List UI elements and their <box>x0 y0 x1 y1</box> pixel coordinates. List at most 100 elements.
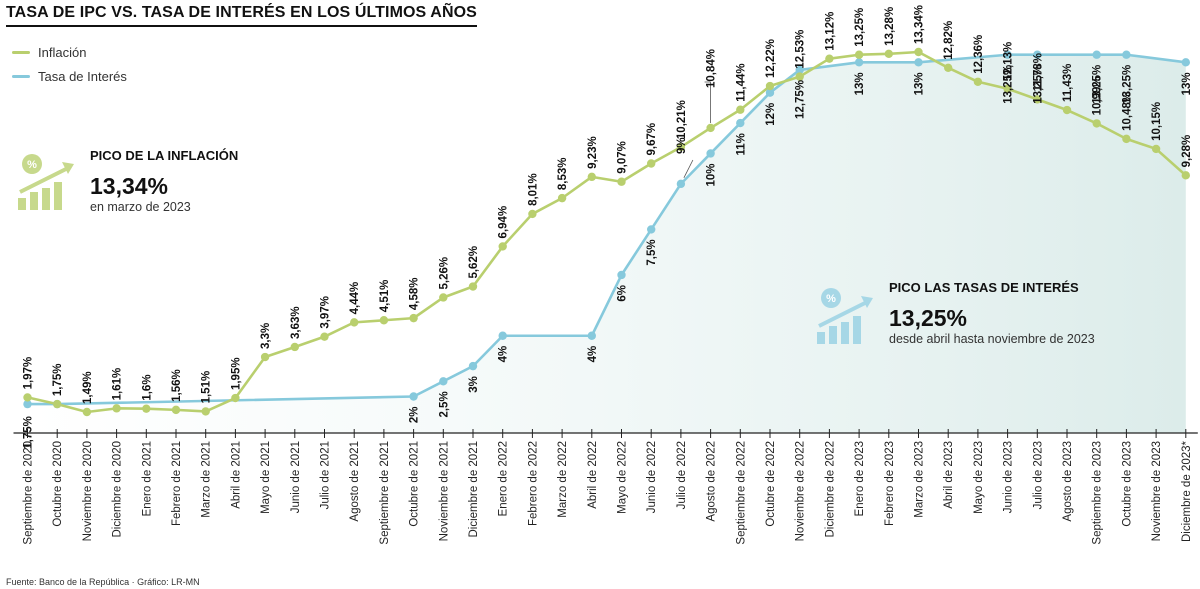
x-tick-label: Noviembre de 2022 <box>795 441 807 541</box>
inflation-data-label: 1,97% <box>23 357 35 390</box>
inflation-point <box>498 242 507 251</box>
legend-label-rate: Tasa de Interés <box>38 68 127 84</box>
inflation-point <box>23 393 32 402</box>
inflation-data-label: 13,12% <box>824 12 836 51</box>
x-tick-label: Junio de 2023 <box>1003 441 1015 513</box>
rate-data-label: 9% <box>676 137 688 154</box>
x-tick-label: Octubre de 2023 <box>1121 441 1133 527</box>
x-tick-label: Octubre de 2020 <box>52 441 64 527</box>
x-tick-label: Enero de 2023 <box>854 441 866 516</box>
inflation-point <box>1151 144 1161 154</box>
rate-data-label: 4% <box>498 346 510 363</box>
rate-point <box>706 149 715 158</box>
x-tick-label: Diciembre de 2021 <box>468 441 480 538</box>
inflation-point <box>1181 171 1191 180</box>
x-tick-label: Febrero de 2023 <box>884 441 896 526</box>
inflation-point <box>587 172 596 182</box>
inflation-data-label: 10,21% <box>676 100 688 139</box>
inflation-data-label: 6,94% <box>498 206 510 239</box>
inflation-data-label: 8,01% <box>527 173 539 206</box>
x-tick-label: Marzo de 2022 <box>557 441 569 518</box>
rate-data-label: 13,25% <box>1121 65 1133 104</box>
x-tick-label: Septiembre de 2023 <box>1092 441 1104 545</box>
x-tick-label: Octubre de 2021 <box>409 441 421 527</box>
rate-data-label: 13% <box>854 72 866 95</box>
x-tick-label: Noviembre de 2020 <box>82 441 94 541</box>
series-points <box>23 47 1191 417</box>
x-tick-label: Mayo de 2023 <box>973 441 985 514</box>
rate-data-label: 2% <box>409 407 421 424</box>
inflation-point <box>1003 84 1012 93</box>
rate-point <box>1122 50 1131 59</box>
x-tick-label: Junio de 2021 <box>290 441 302 513</box>
x-tick-label: Marzo de 2021 <box>201 441 213 518</box>
source-note: Fuente: Banco de la República · Gráfico:… <box>6 577 200 587</box>
inflation-data-label: 1,95% <box>230 357 242 390</box>
x-tick-label: Febrero de 2022 <box>527 441 539 526</box>
rate-data-label: 12% <box>765 103 777 126</box>
inflation-point <box>1062 105 1072 115</box>
rate-point <box>23 399 32 409</box>
rate-point <box>498 331 507 340</box>
x-tick-label: Febrero de 2021 <box>171 441 183 526</box>
x-tick-label: Abril de 2023 <box>943 441 955 509</box>
x-tick-label: Enero de 2022 <box>498 441 510 516</box>
rate-data-label: 6% <box>617 285 629 302</box>
svg-text:%: % <box>826 293 836 305</box>
inflation-data-label: 5,26% <box>438 257 450 290</box>
inflation-point <box>914 47 923 57</box>
legend: Inflación Tasa de Interés <box>12 40 127 88</box>
legend-item-inflation: Inflación <box>12 40 127 64</box>
inflation-data-label: 10,15% <box>1151 102 1163 141</box>
rate-point <box>587 331 596 340</box>
inflation-data-label: 13,28% <box>884 7 896 46</box>
x-tick-label: Septiembre de 2021 <box>379 441 391 545</box>
inflation-data-label: 3,3% <box>260 323 272 349</box>
rate-point <box>914 58 923 67</box>
inflation-data-label: 3,97% <box>320 296 332 329</box>
inflation-point <box>973 77 983 86</box>
inflation-data-label: 9,23% <box>587 136 599 169</box>
inflation-data-label: 1,75% <box>52 363 64 396</box>
x-tick-label: Agosto de 2021 <box>349 441 361 522</box>
rate-point <box>1181 58 1191 67</box>
x-tick-label: Octubre de 2022 <box>765 441 777 527</box>
inflation-point <box>53 399 62 409</box>
legend-swatch-inflation <box>12 50 30 54</box>
rate-point <box>1092 50 1101 59</box>
inflation-point <box>142 404 151 413</box>
rate-data-label: 13,25% <box>1032 65 1044 104</box>
inflation-peak-title: PICO DE LA INFLACIÓN <box>90 148 239 163</box>
inflation-point <box>468 282 478 291</box>
rate-peak-subtitle: desde abril hasta noviembre de 2023 <box>889 332 1095 346</box>
rate-area <box>27 54 1186 433</box>
rate-point <box>468 361 478 371</box>
inflation-data-label: 11,44% <box>735 63 747 101</box>
inflation-data-label: 8,53% <box>557 158 569 191</box>
rate-peak-title: PICO LAS TASAS DE INTERÉS <box>889 280 1079 295</box>
inflation-point <box>112 404 121 413</box>
x-tick-label: Julio de 2023 <box>1032 441 1044 509</box>
x-tick-label: Septiembre de 2020 <box>23 441 35 545</box>
growth-chart-icon: % <box>817 288 873 344</box>
rate-point <box>617 270 626 280</box>
inflation-data-label: 4,51% <box>379 280 391 313</box>
x-tick-label: Abril de 2022 <box>587 441 599 509</box>
rate-point <box>1033 50 1042 59</box>
growth-chart-icon: % <box>18 154 74 210</box>
x-tick-label: Agosto de 2022 <box>706 441 718 522</box>
inflation-point <box>320 332 329 341</box>
legend-swatch-rate <box>12 74 30 78</box>
inflation-data-label: 13,34% <box>914 5 926 44</box>
inflation-data-label: 13,25% <box>854 8 866 47</box>
inflation-data-label: 5,62% <box>468 246 480 279</box>
inflation-point <box>557 193 567 203</box>
rate-point <box>409 392 418 401</box>
inflation-point <box>82 407 92 417</box>
rate-data-label: 4% <box>587 346 599 363</box>
x-tick-label: Mayo de 2022 <box>617 441 629 514</box>
inflation-point <box>647 159 656 168</box>
x-tick-label: Noviembre de 2023 <box>1151 441 1163 541</box>
rate-data-label: 10% <box>706 163 718 186</box>
inflation-point <box>260 352 270 362</box>
